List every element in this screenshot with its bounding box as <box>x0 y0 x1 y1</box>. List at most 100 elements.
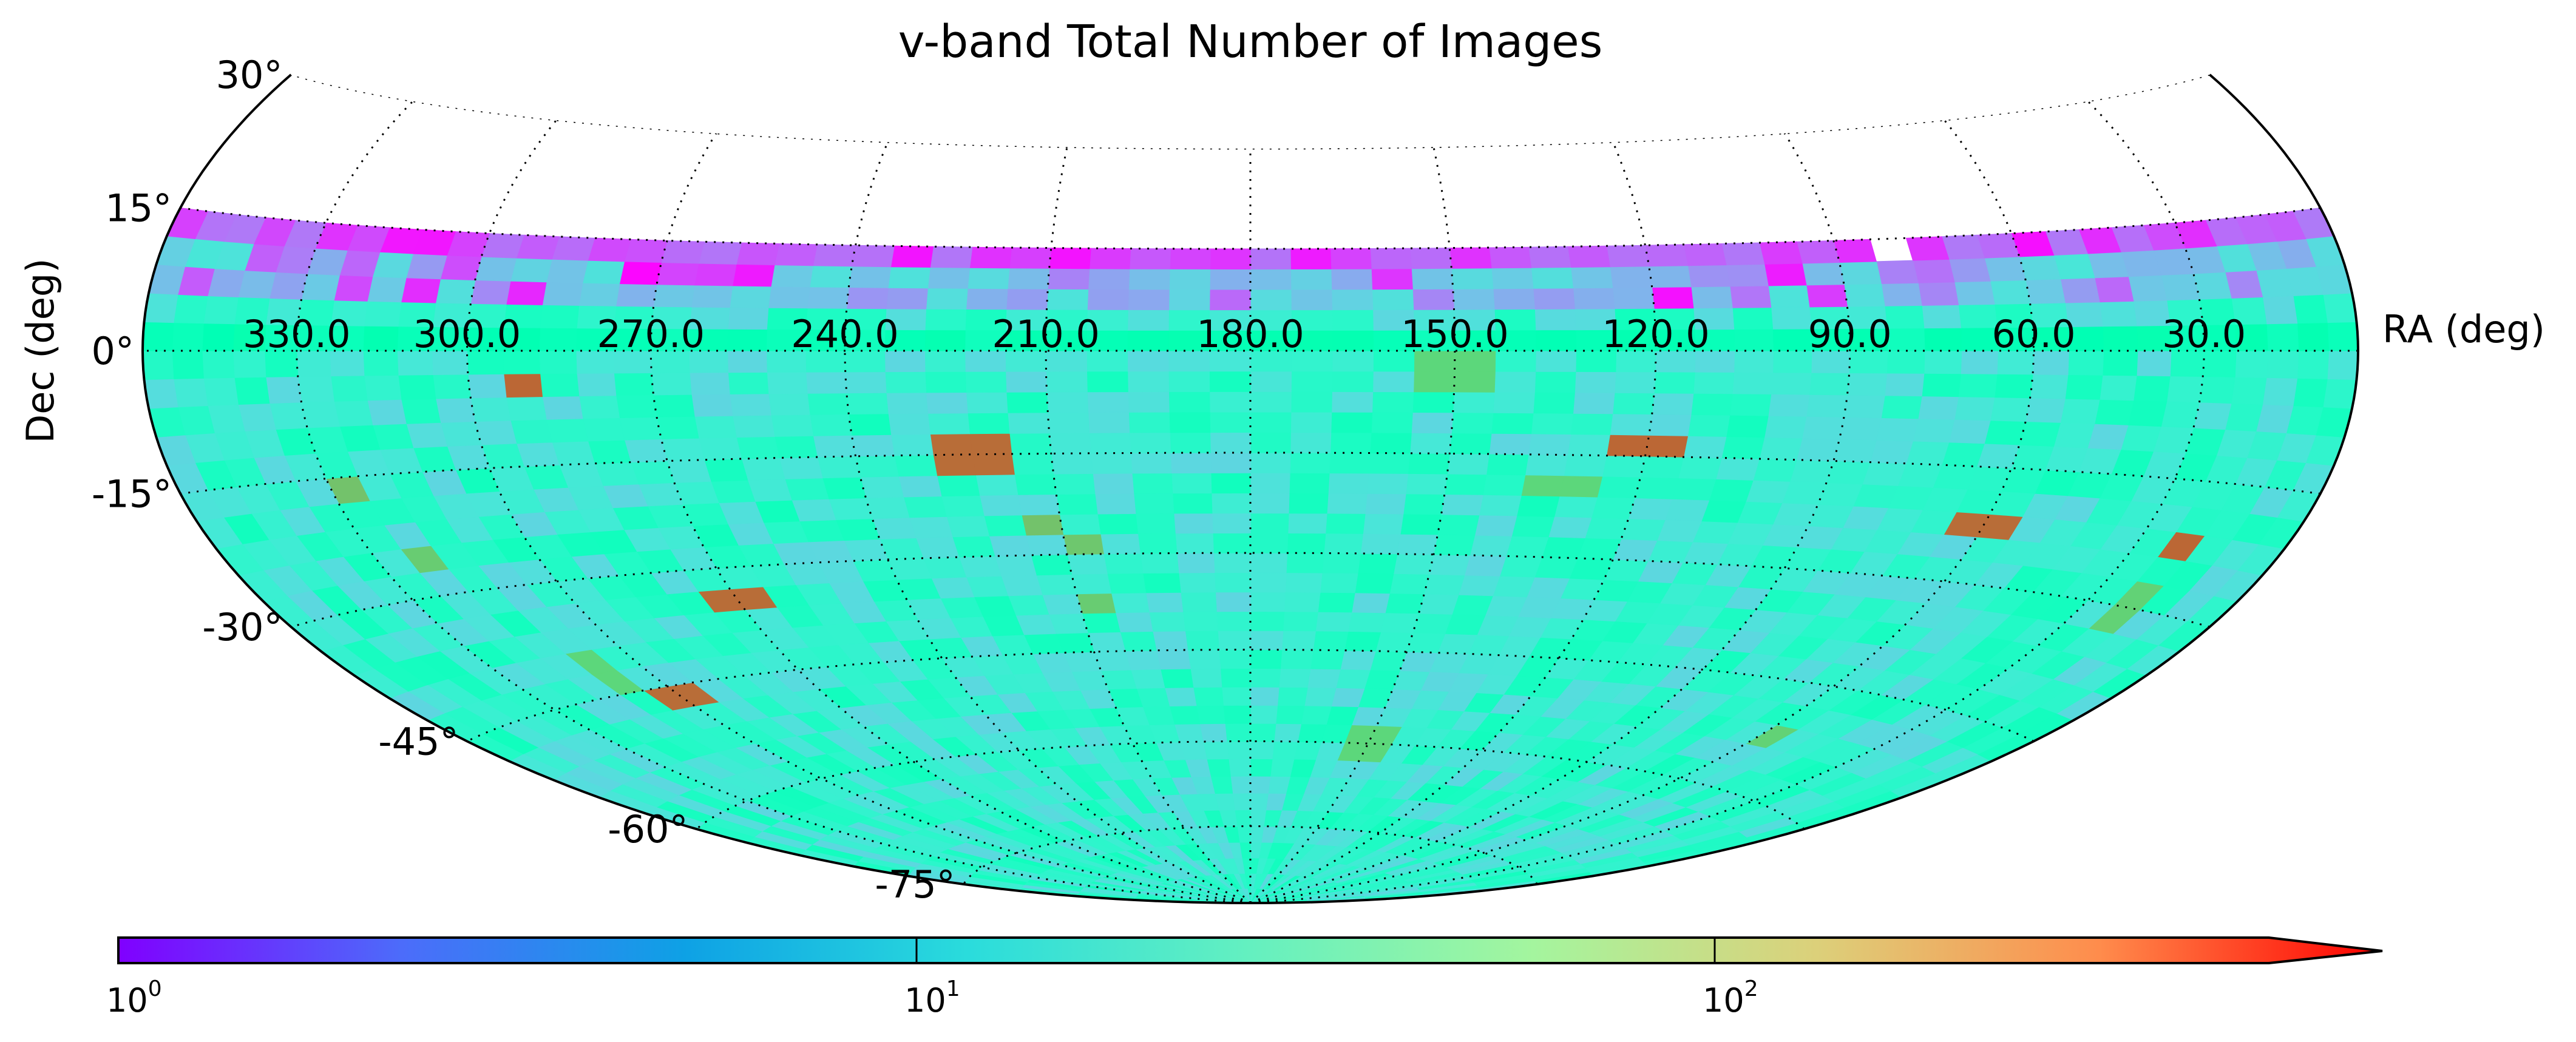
heatmap-cell <box>932 454 976 476</box>
heatmap-cell <box>727 307 769 330</box>
ra-tick-label: 300.0 <box>413 312 521 356</box>
heatmap-cell <box>1250 668 1281 688</box>
heatmap-cell <box>1330 268 1373 290</box>
heatmap-cell <box>1232 793 1251 811</box>
heatmap-cell <box>1876 417 1919 442</box>
heatmap-cell <box>2293 294 2328 324</box>
heatmap-cell <box>587 237 631 262</box>
dec-tick-label: -30° <box>202 605 282 649</box>
heatmap-cell <box>1086 391 1129 413</box>
heatmap-cell <box>1088 411 1130 433</box>
heatmap-cell <box>1250 592 1286 612</box>
heatmap-cell <box>1283 611 1318 632</box>
heatmap-cell <box>1212 532 1251 553</box>
heatmap-cell <box>966 288 1008 310</box>
heatmap-cell <box>2193 402 2232 430</box>
heatmap-cell <box>2266 323 2299 351</box>
heatmap-cell <box>2160 401 2200 428</box>
heatmap-cell <box>988 535 1031 557</box>
heatmap-cell <box>1196 705 1225 725</box>
heatmap-cell <box>926 288 968 310</box>
heatmap-cell <box>1160 668 1194 688</box>
heatmap-cell <box>1628 497 1673 521</box>
heatmap-cell <box>1125 650 1161 671</box>
heatmap-cell <box>551 441 595 465</box>
heatmap-cell <box>1809 372 1850 396</box>
ra-gridline <box>1045 146 1252 903</box>
heatmap-cell <box>1115 612 1153 632</box>
heatmap-cell <box>1948 419 1991 444</box>
heatmap-cell <box>1446 453 1490 475</box>
heatmap-cell <box>1290 371 1333 392</box>
heatmap-cell <box>1464 555 1507 577</box>
heatmap-cell <box>2322 293 2357 323</box>
heatmap-cell <box>1224 723 1251 742</box>
heatmap-cell <box>1806 394 1848 418</box>
heatmap-cell <box>1287 513 1327 534</box>
heatmap-cell <box>1100 533 1141 555</box>
heatmap-cell <box>1772 328 1812 351</box>
heatmap-cell <box>1094 493 1136 515</box>
heatmap-cell <box>698 437 742 461</box>
heatmap-cell <box>143 350 174 381</box>
heatmap-cell <box>1796 240 1840 264</box>
heatmap-cell <box>619 416 662 441</box>
heatmap-cell <box>615 283 657 307</box>
heatmap-cell <box>1405 473 1448 495</box>
heatmap-cell <box>2127 274 2168 302</box>
heatmap-cell <box>1957 373 1998 398</box>
heatmap-cell <box>1534 371 1576 393</box>
heatmap-cell <box>1444 473 1487 495</box>
heatmap-cell <box>615 394 657 419</box>
heatmap-cell <box>1606 434 1650 457</box>
colorbar-tick-label: 102 <box>1703 976 1758 1020</box>
dec-tick-labels: 30° 15° 0° -15° -30° -45° -60° -75° <box>92 53 955 907</box>
heatmap-cell <box>1014 473 1057 495</box>
heatmap-cell <box>1530 413 1574 435</box>
heatmap-cell <box>1168 289 1210 311</box>
heatmap-cell <box>1362 513 1404 535</box>
heatmap-cell <box>202 350 235 379</box>
heatmap-cell <box>1275 705 1305 725</box>
heatmap-cell <box>1554 496 1598 518</box>
heatmap-cell <box>1563 455 1607 477</box>
heatmap-cell <box>1000 575 1043 597</box>
heatmap-cell <box>2293 377 2328 408</box>
heatmap-cell <box>884 371 927 393</box>
heatmap-cell <box>1411 411 1454 434</box>
heatmap-cell <box>1418 594 1459 615</box>
heatmap-cell <box>887 266 930 289</box>
heatmap-cell <box>1017 493 1060 516</box>
heatmap-cell <box>1596 476 1641 499</box>
heatmap-cell <box>1609 413 1653 436</box>
heatmap-cell <box>1493 288 1535 310</box>
heatmap-cell <box>1168 411 1211 433</box>
heatmap-cell <box>816 456 861 479</box>
heatmap-cell <box>1839 261 1882 285</box>
heatmap-cell <box>1912 418 1955 443</box>
heatmap-cell <box>1005 371 1048 393</box>
heatmap-cell <box>1954 396 1995 421</box>
heatmap-cell <box>1129 432 1171 454</box>
heatmap-cell <box>1221 686 1251 706</box>
heatmap-cell <box>807 286 849 309</box>
heatmap-cell <box>1210 472 1251 494</box>
heatmap-cell <box>587 439 631 464</box>
dec-tick-label: -45° <box>378 720 458 764</box>
heatmap-cell <box>1164 687 1197 707</box>
heatmap-cell <box>1250 809 1267 827</box>
heatmap-cell <box>1086 288 1129 310</box>
heatmap-cell <box>1354 572 1394 594</box>
heatmap-cell <box>333 400 373 427</box>
ra-tick-label: 330.0 <box>243 312 351 356</box>
heatmap-cell <box>1250 793 1269 811</box>
heatmap-cell <box>1941 442 1985 467</box>
heatmap-cell <box>1990 279 2031 305</box>
heatmap-cell <box>1009 247 1052 269</box>
heatmap-cell <box>732 414 775 438</box>
heatmap-cell <box>1152 631 1188 651</box>
heatmap-cell <box>1672 478 1717 501</box>
heatmap-cell <box>1169 432 1211 453</box>
heatmap-cell <box>234 376 270 405</box>
heatmap-cell <box>703 458 748 482</box>
